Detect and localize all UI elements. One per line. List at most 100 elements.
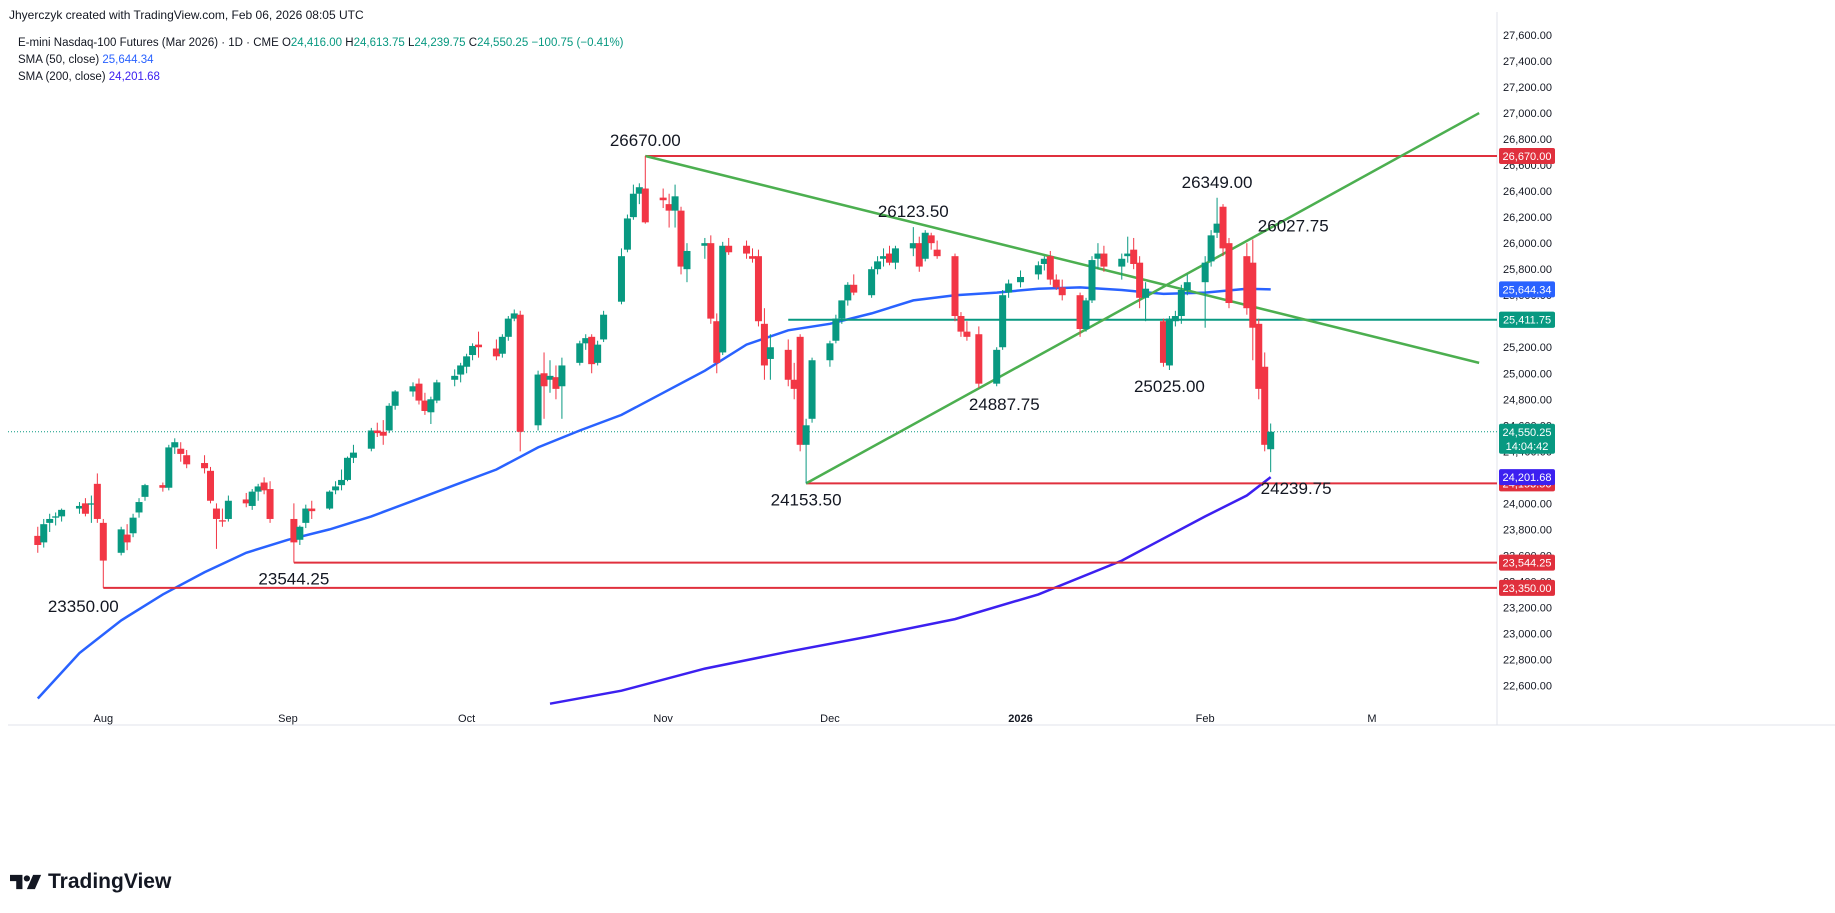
y-tick-label: 25,000.00 <box>1503 368 1552 380</box>
candle-body <box>1213 223 1221 233</box>
candle <box>177 442 185 462</box>
candle-body <box>576 343 584 363</box>
candle-body <box>87 503 95 505</box>
candle-body <box>766 347 774 359</box>
sma200-row[interactable]: SMA (200, close) 24,201.68 <box>18 69 624 86</box>
countdown-text: 14:04:42 <box>1506 441 1549 453</box>
candle-body <box>1249 262 1257 328</box>
candle <box>93 473 101 523</box>
candle <box>492 339 500 361</box>
price-tag <box>1499 311 1555 328</box>
candle <box>165 444 173 491</box>
candle <box>993 347 1001 387</box>
candle <box>457 362 465 383</box>
y-tick-label: 27,600.00 <box>1503 30 1552 42</box>
candle-body <box>623 218 631 250</box>
candle-body <box>469 345 477 356</box>
x-tick-label: Aug <box>94 713 114 725</box>
candle-body <box>260 482 268 491</box>
candle-body <box>433 382 441 401</box>
candle <box>475 331 483 358</box>
trendlines <box>644 111 1480 485</box>
candle <box>469 343 477 361</box>
candle <box>498 334 506 358</box>
y-tick-label: 23,000.00 <box>1503 628 1552 640</box>
close-value: 24,550.25 <box>477 37 529 49</box>
candle <box>1052 274 1060 290</box>
candle <box>880 248 888 267</box>
candle-body <box>409 386 417 392</box>
candle-body <box>415 383 423 401</box>
candle-body <box>683 250 691 270</box>
candle-body <box>1255 323 1263 389</box>
pivot-annotation: 24153.50 <box>771 490 842 509</box>
candle-body <box>1088 260 1096 301</box>
candle-body <box>802 425 810 445</box>
candle <box>832 314 840 344</box>
candle <box>725 237 733 255</box>
candle <box>34 526 42 553</box>
candle-body <box>927 235 935 244</box>
candle-body <box>933 249 941 257</box>
candle <box>171 438 179 454</box>
candle <box>510 309 518 322</box>
candle <box>254 483 262 501</box>
sma200-line <box>549 476 1272 705</box>
candle <box>1165 316 1173 371</box>
candle-body <box>993 349 1001 384</box>
change-value: −100.75 (−0.41%) <box>531 37 624 49</box>
y-tick-label: 22,800.00 <box>1503 654 1552 666</box>
candle <box>951 253 959 322</box>
candle-body <box>719 245 727 353</box>
candle <box>58 508 66 522</box>
candle-body <box>498 336 506 354</box>
candle <box>46 513 54 532</box>
candle <box>1040 256 1048 271</box>
candle-body <box>99 522 107 561</box>
candle <box>933 240 941 259</box>
y-tick-label: 23,200.00 <box>1503 602 1552 614</box>
candle <box>796 334 804 452</box>
candle <box>1219 204 1227 257</box>
candle <box>999 289 1007 350</box>
tradingview-logo-icon <box>10 874 42 890</box>
candle <box>749 248 756 263</box>
candle-body <box>1183 282 1191 290</box>
sma200-label: SMA (200, close) <box>18 71 106 83</box>
candle-body <box>385 405 393 431</box>
low-label: L <box>407 37 415 49</box>
high-label: H <box>345 37 354 49</box>
candle <box>296 525 304 545</box>
candle <box>534 370 542 431</box>
candle <box>635 183 643 205</box>
candle <box>242 492 250 508</box>
symbol-row[interactable]: E-mini Nasdaq-100 Futures (Mar 2026) · 1… <box>18 35 624 52</box>
candle-body <box>540 373 548 387</box>
candle-body <box>296 526 304 540</box>
candle-body <box>201 463 209 469</box>
candle <box>385 403 393 434</box>
candle <box>349 444 357 464</box>
open-label: O <box>281 37 291 49</box>
candle-body <box>999 295 1007 348</box>
candle <box>207 466 215 504</box>
pivot-annotation: 25025.00 <box>1134 377 1205 396</box>
tradingview-brand[interactable]: TradingView <box>10 870 171 894</box>
candle-body <box>129 517 137 534</box>
candle-body <box>951 256 959 317</box>
candle-body <box>838 300 846 319</box>
candle-body <box>701 243 709 246</box>
level-price-text: 23,350.00 <box>1503 583 1552 595</box>
candle <box>1082 297 1090 332</box>
candle <box>463 353 471 374</box>
candle <box>212 503 220 549</box>
candle <box>963 321 971 341</box>
candle-body <box>1219 206 1227 249</box>
candle-body <box>641 188 649 223</box>
candle-body <box>1058 287 1066 296</box>
candle <box>1058 279 1066 301</box>
candle-body <box>832 318 840 341</box>
brand-name: TradingView <box>48 870 172 893</box>
sma50-row[interactable]: SMA (50, close) 25,644.34 <box>18 52 624 69</box>
